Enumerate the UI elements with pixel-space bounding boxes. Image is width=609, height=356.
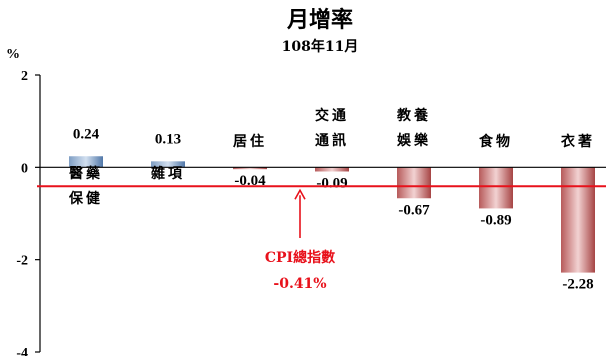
category-label-4-line-0: 教養: [397, 107, 431, 124]
bar-4: [397, 167, 431, 199]
bar-6: [561, 167, 595, 273]
category-label-3-line-1: 通訊: [315, 132, 349, 149]
category-label-1-line-0: 雜項: [151, 165, 185, 182]
y-tick-label-3: -4: [16, 346, 28, 356]
value-label-4: -0.67: [398, 202, 430, 218]
reference-label-value: -0.41%: [273, 276, 326, 292]
y-tick-label-2: -2: [16, 254, 28, 269]
category-label-0-line-1: 保健: [68, 190, 103, 207]
value-label-5: -0.89: [480, 212, 511, 228]
bar-0: [69, 156, 103, 168]
category-label-4-line-1: 娛樂: [396, 132, 431, 149]
axes-group: 2 0 -2 -4: [16, 69, 606, 356]
value-label-0: 0.24: [73, 126, 100, 142]
reference-group: CPI總指數 -0.41%: [37, 185, 606, 292]
chart-subtitle: 108年11月: [282, 38, 359, 55]
reference-arrow-head: [294, 188, 306, 200]
category-label-3-line-0: 交通: [315, 107, 349, 124]
y-axis-unit-label: %: [6, 47, 20, 62]
bar-5: [479, 167, 513, 209]
y-tick-label-0: 2: [21, 69, 28, 84]
category-label-0-line-0: 醫藥: [69, 165, 103, 182]
bars-group: [69, 156, 595, 273]
reference-label-title: CPI總指數: [265, 249, 335, 266]
chart-title: 月增率: [286, 7, 353, 33]
value-label-3: -0.09: [316, 175, 347, 191]
bar-3: [315, 167, 349, 172]
category-label-6-line-0: 衣著: [561, 133, 595, 150]
value-label-1: 0.13: [155, 131, 181, 147]
category-label-2-line-0: 居住: [233, 133, 267, 150]
bar-2: [233, 167, 267, 170]
bar-1: [151, 161, 185, 168]
value-label-6: -2.28: [562, 277, 593, 293]
y-tick-label-1: 0: [21, 161, 28, 176]
value-label-2: -0.04: [234, 173, 266, 189]
category-label-5-line-0: 食物: [479, 133, 513, 150]
